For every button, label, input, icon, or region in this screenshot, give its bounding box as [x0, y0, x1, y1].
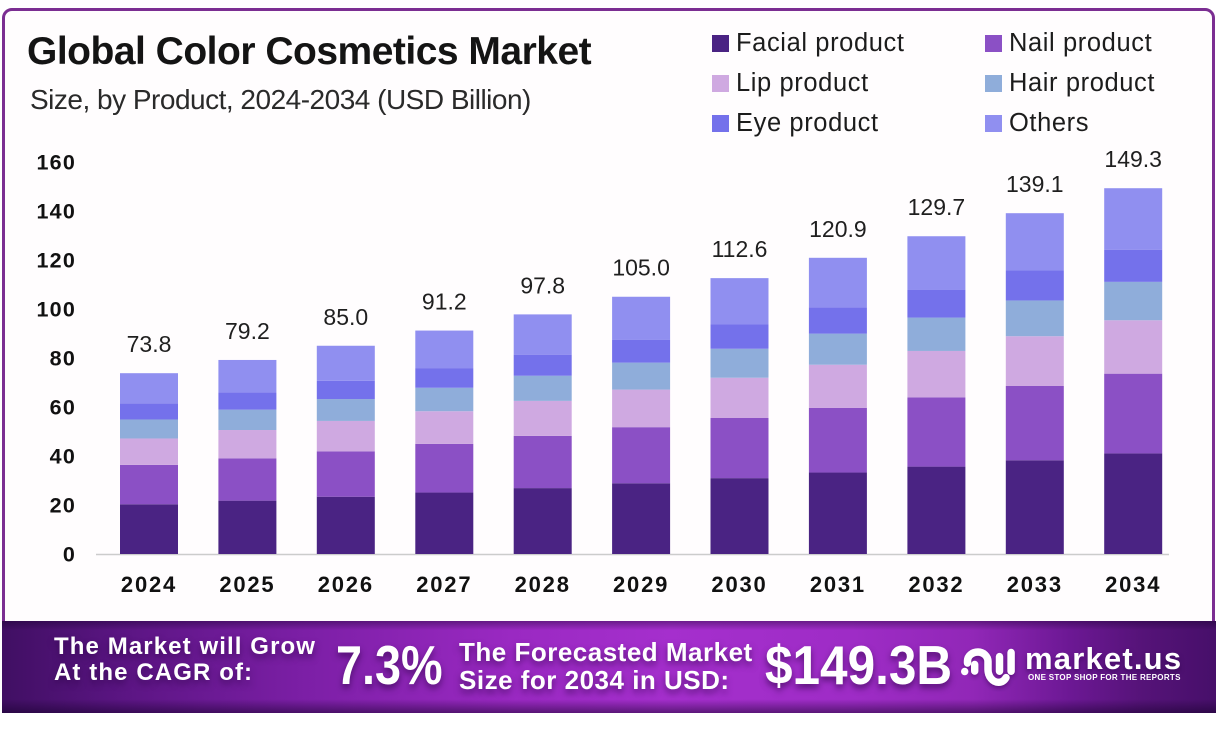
svg-text:97.8: 97.8 — [520, 272, 565, 298]
svg-text:2032: 2032 — [908, 572, 964, 597]
svg-text:2034: 2034 — [1105, 572, 1161, 597]
svg-text:2029: 2029 — [613, 572, 669, 597]
svg-text:112.6: 112.6 — [712, 236, 768, 262]
svg-text:0: 0 — [63, 543, 76, 567]
svg-text:140: 140 — [37, 200, 76, 224]
svg-text:2026: 2026 — [318, 572, 374, 597]
svg-text:73.8: 73.8 — [127, 331, 172, 357]
svg-text:120.9: 120.9 — [809, 216, 867, 242]
svg-text:105.0: 105.0 — [612, 255, 670, 281]
svg-text:80: 80 — [50, 347, 76, 371]
svg-text:2027: 2027 — [416, 572, 472, 597]
svg-text:2030: 2030 — [711, 572, 767, 597]
svg-text:2028: 2028 — [515, 572, 571, 597]
svg-text:85.0: 85.0 — [323, 304, 368, 330]
svg-text:100: 100 — [37, 298, 76, 322]
svg-text:129.7: 129.7 — [908, 194, 966, 220]
svg-text:2024: 2024 — [121, 572, 177, 597]
svg-text:79.2: 79.2 — [225, 318, 270, 344]
svg-text:91.2: 91.2 — [422, 289, 467, 315]
svg-text:149.3: 149.3 — [1104, 146, 1162, 172]
svg-text:120: 120 — [37, 249, 76, 273]
svg-text:2031: 2031 — [810, 572, 866, 597]
svg-text:40: 40 — [50, 445, 76, 469]
svg-text:2025: 2025 — [219, 572, 275, 597]
svg-text:60: 60 — [50, 396, 76, 420]
svg-text:20: 20 — [50, 494, 76, 518]
svg-text:160: 160 — [37, 151, 76, 175]
svg-text:2033: 2033 — [1007, 572, 1063, 597]
svg-text:139.1: 139.1 — [1006, 171, 1064, 197]
